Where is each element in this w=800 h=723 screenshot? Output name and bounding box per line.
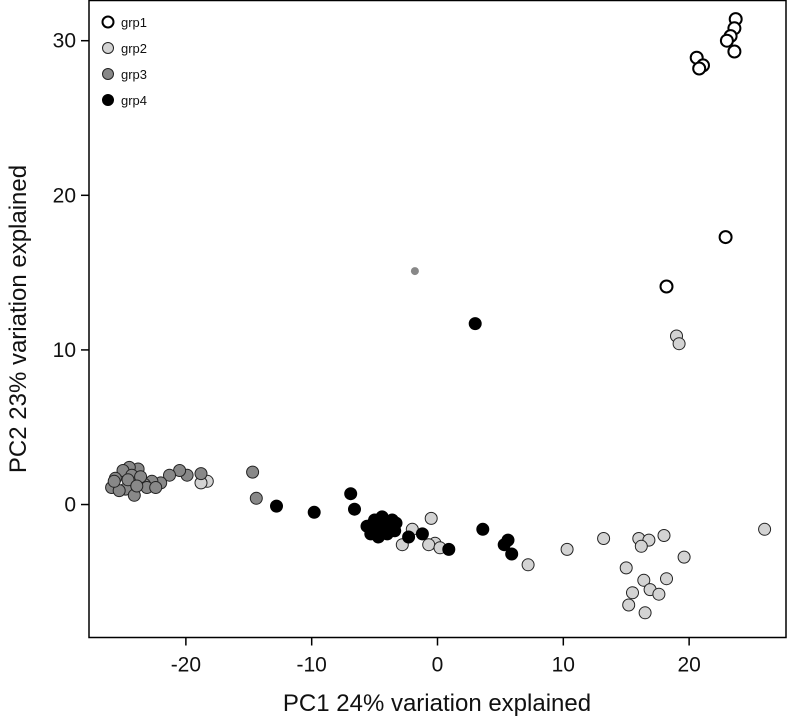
legend-marker-grp2 — [102, 42, 114, 54]
axis-ticks: -20 -10 0 10 20 0 10 20 30 — [53, 30, 701, 677]
data-point-grp3 — [149, 481, 163, 494]
x-tick-label: -10 — [297, 654, 327, 677]
x-tick-label: 10 — [552, 654, 575, 677]
data-point-grp4 — [307, 505, 321, 519]
legend-marker-grp1 — [101, 15, 115, 29]
legend: grp1 grp2 grp3 grp4 — [101, 15, 147, 108]
data-point-grp2 — [672, 337, 686, 351]
legend-label-grp2: grp2 — [121, 41, 147, 56]
data-point-grp2 — [597, 532, 611, 545]
data-point-grp3 — [163, 468, 176, 482]
data-point-grp1 — [718, 230, 733, 245]
data-point-grp3 — [130, 479, 144, 493]
legend-marker-grp3 — [102, 68, 114, 80]
x-tick-label: 0 — [432, 654, 444, 677]
data-point-grp2 — [652, 587, 666, 601]
data-point-grp2 — [424, 511, 438, 525]
legend-label-grp4: grp4 — [121, 93, 147, 108]
y-tick-label: 0 — [64, 494, 76, 517]
data-point-grp1 — [692, 61, 707, 76]
data-point-grp3 — [246, 465, 260, 479]
data-point-grp2 — [560, 542, 574, 556]
data-point-grp2 — [622, 598, 636, 612]
x-tick-label: 20 — [677, 654, 700, 677]
data-point-grp1 — [727, 44, 742, 59]
data-points — [105, 12, 772, 620]
data-point-grp3 — [194, 467, 208, 481]
data-point-grp4 — [348, 502, 361, 516]
data-point-grp4 — [468, 317, 482, 331]
legend-marker-grp4 — [102, 94, 114, 106]
data-point-grp4 — [476, 522, 490, 536]
y-tick-label: 10 — [53, 339, 76, 362]
data-point-grp2 — [758, 522, 772, 536]
data-point-grp4 — [270, 499, 283, 513]
data-point-grp4 — [344, 487, 358, 501]
data-point-grp2 — [422, 538, 436, 552]
y-tick-label: 30 — [53, 30, 76, 53]
data-point-grp1 — [659, 279, 674, 294]
x-axis-title: PC1 24% variation explained — [283, 690, 591, 717]
data-point-grp2 — [637, 573, 651, 587]
y-axis-title: PC2 23% variation explained — [5, 165, 32, 473]
data-point-grp3 — [249, 491, 263, 505]
data-point-grp4 — [388, 524, 402, 538]
y-tick-label: 20 — [53, 184, 76, 207]
data-point-grp2 — [619, 561, 633, 575]
data-point-grp2 — [677, 550, 691, 564]
data-point-grp4 — [415, 527, 429, 541]
data-point-grp4 — [402, 530, 416, 544]
legend-label-grp1: grp1 — [121, 15, 147, 30]
data-point-grp4 — [375, 510, 389, 524]
data-point-grp3 — [107, 474, 121, 488]
data-point-grp4 — [501, 533, 515, 547]
data-point-grp3 — [410, 267, 419, 276]
data-point-grp1 — [719, 33, 734, 48]
data-point-grp2 — [626, 586, 639, 600]
data-point-grp2 — [638, 606, 652, 620]
data-point-grp3 — [121, 473, 135, 487]
data-point-grp2 — [634, 539, 648, 553]
data-point-grp4 — [505, 547, 519, 561]
data-point-grp4 — [442, 542, 456, 556]
data-point-grp2 — [657, 529, 671, 542]
data-point-grp2 — [521, 558, 535, 572]
data-point-grp2 — [660, 572, 673, 586]
x-tick-label: -20 — [171, 654, 201, 677]
legend-label-grp3: grp3 — [121, 67, 147, 82]
